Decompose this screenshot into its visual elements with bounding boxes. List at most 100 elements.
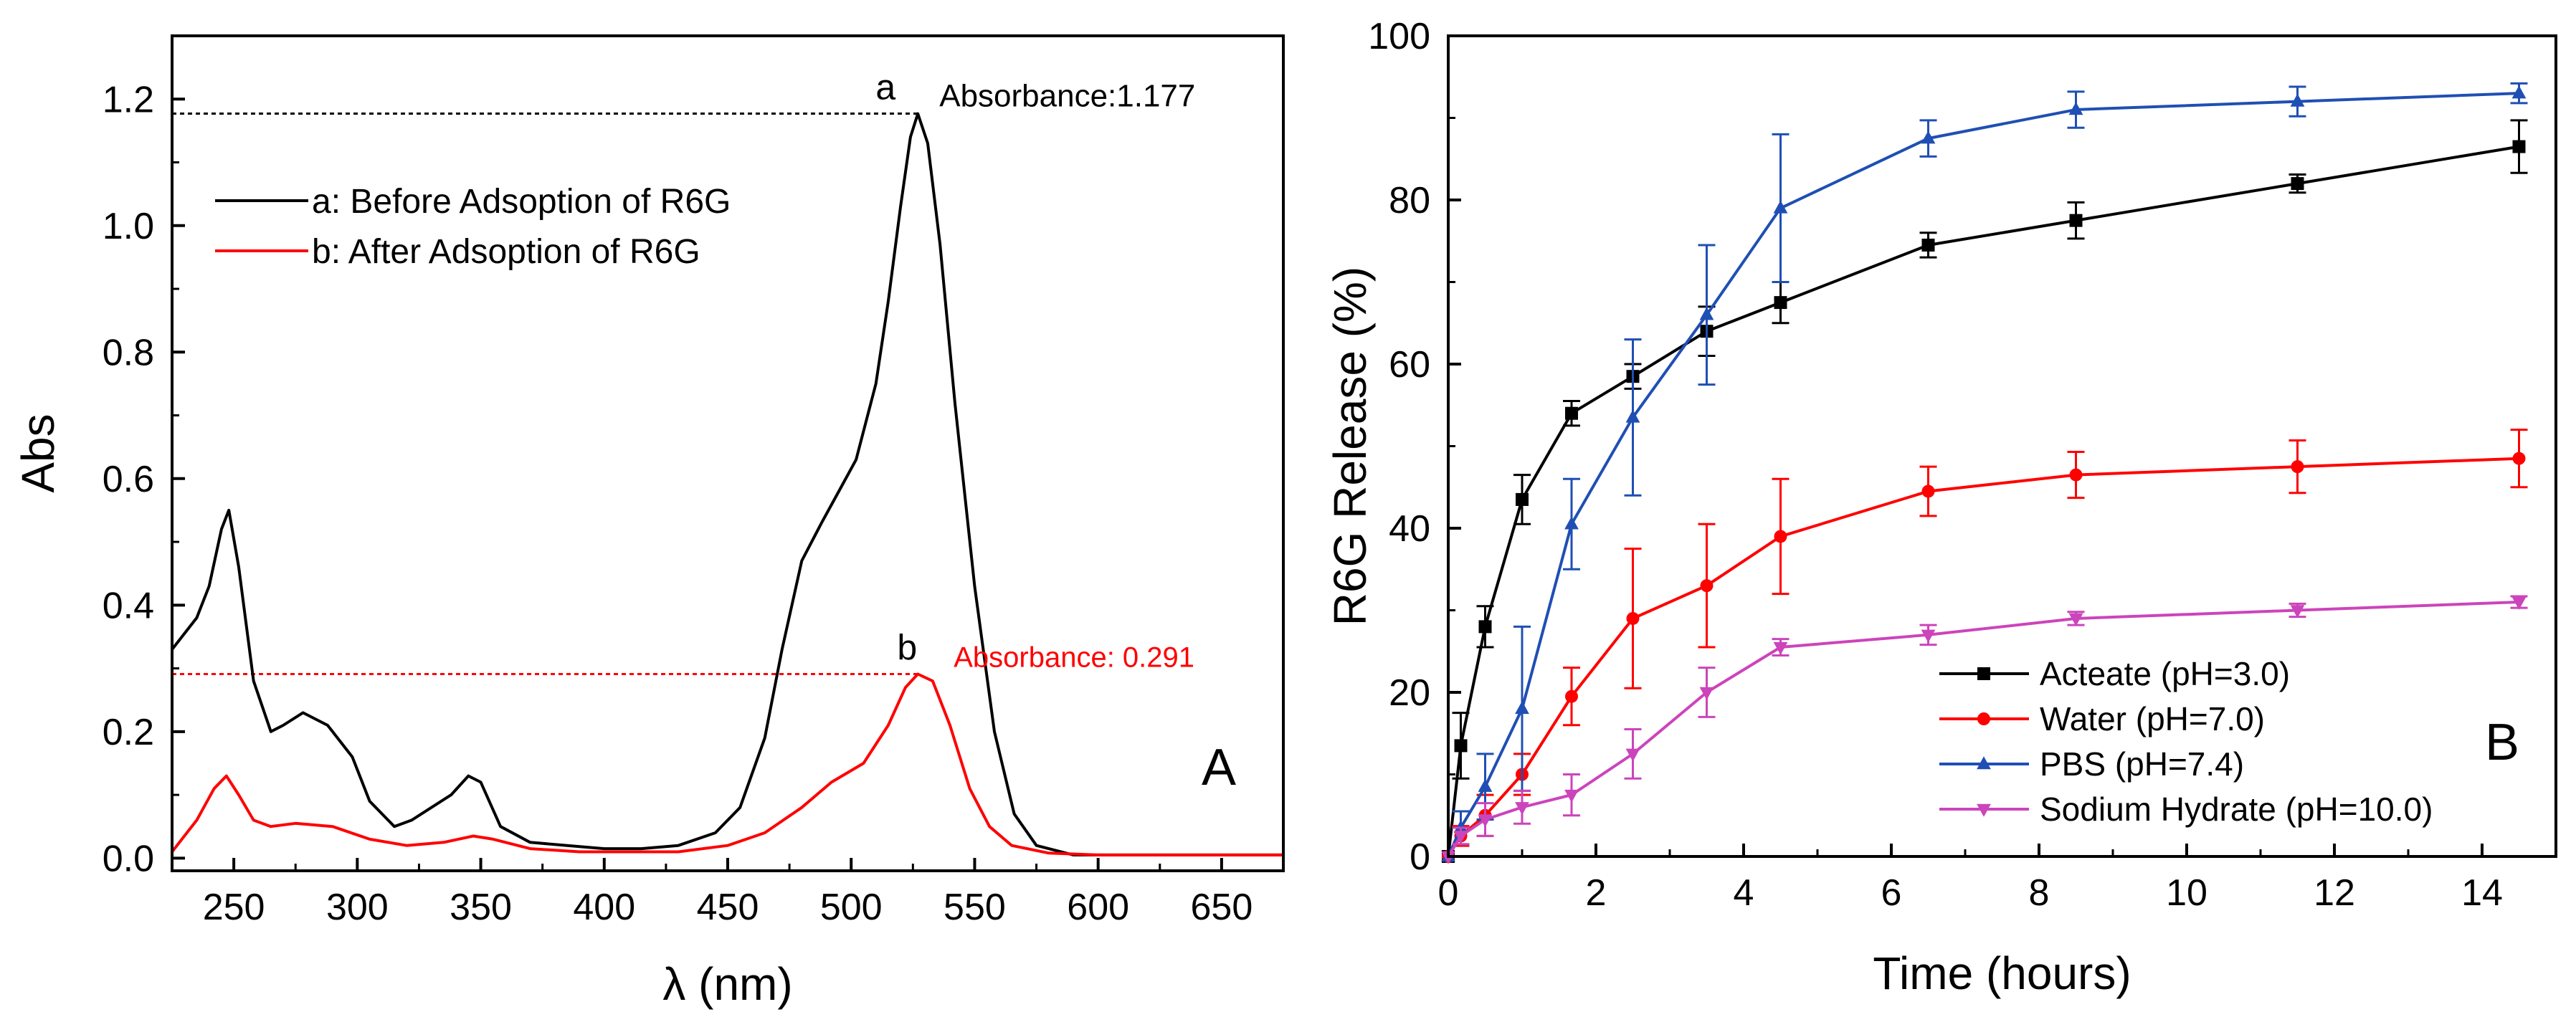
panel-b-x-axis-label: Time (hours) — [1873, 947, 2131, 999]
y-tick-label: 0.8 — [103, 332, 154, 373]
absorbance-annotation-b: Absorbance: 0.291 — [954, 642, 1194, 674]
data-point — [2290, 93, 2305, 107]
panel-b-axes: 0 2 4 6 8 10 12 14 0 20 40 60 80 100 — [1368, 16, 2557, 914]
x-tick-label: 10 — [2166, 872, 2207, 914]
data-point — [2511, 85, 2527, 99]
x-tick-label: 12 — [2314, 872, 2355, 914]
legend-marker — [1977, 756, 1991, 770]
series-line-before — [171, 112, 1283, 856]
y-tick-label: 20 — [1389, 672, 1430, 714]
data-point — [1453, 820, 1468, 834]
data-point — [2069, 214, 2083, 227]
series-line — [1447, 92, 2519, 857]
data-point — [1516, 492, 1529, 506]
y-tick-label: 1.0 — [103, 206, 154, 247]
data-point — [1699, 307, 1714, 320]
panel-a-plot-frame — [171, 34, 1285, 872]
x-tick-label: 250 — [203, 887, 265, 928]
y-tick-label: 100 — [1368, 16, 1430, 57]
data-point — [1774, 296, 1787, 310]
absorbance-annotation-a: Absorbance:1.177 — [939, 79, 1195, 114]
panel-b-series-group — [1441, 82, 2528, 864]
legend-label: a: Before Adsoption of R6G — [312, 183, 731, 221]
data-point — [1626, 611, 1640, 625]
data-point — [1454, 739, 1468, 753]
panel-b-letter: B — [2485, 714, 2519, 771]
panel-a-y-axis-label: Abs — [12, 414, 64, 492]
data-point — [1921, 130, 1936, 144]
legend-marker — [1977, 667, 1990, 680]
x-tick-label: 0 — [1438, 872, 1459, 914]
series-line — [1447, 145, 2519, 857]
peak-label-a: a — [875, 67, 895, 108]
data-point — [1625, 409, 1640, 423]
legend-marker — [1977, 803, 1991, 817]
data-point — [1478, 778, 1493, 792]
data-point — [2291, 177, 2304, 191]
x-tick-label: 8 — [2029, 872, 2050, 914]
data-point — [2512, 452, 2526, 465]
panel-a-legend: a: Before Adsoption of R6G b: After Adsop… — [215, 183, 731, 271]
x-tick-label: 500 — [820, 887, 883, 928]
series-0 — [1442, 119, 2528, 863]
y-tick-label: 0.4 — [103, 585, 154, 626]
data-point — [1453, 831, 1468, 844]
data-point — [2069, 468, 2083, 482]
x-tick-label: 6 — [1881, 872, 1902, 914]
data-point — [1773, 641, 1788, 655]
panel-a-annotations: a Absorbance:1.177 b Absorbance: 0.291 — [875, 67, 1195, 674]
panel-a-reference-lines — [172, 113, 918, 676]
series-line-after — [171, 672, 1283, 856]
data-point — [1564, 516, 1579, 530]
peak-label-b: b — [897, 628, 917, 668]
x-tick-label: 600 — [1067, 887, 1129, 928]
y-tick-label: 1.2 — [103, 79, 154, 120]
panel-a-absorbance-spectra: 250 300 350 400 450 500 550 600 650 0.0 0.2 0.4 0.6 0… — [12, 34, 1285, 1010]
panel-a-series-group — [171, 112, 1283, 856]
x-tick-label: 14 — [2461, 872, 2503, 914]
panel-a-x-axis-label: λ (nm) — [662, 958, 792, 1010]
legend-label: Water (pH=7.0) — [2040, 700, 2265, 737]
data-point — [1921, 238, 1935, 252]
data-point — [1478, 620, 1492, 634]
x-tick-label: 4 — [1734, 872, 1754, 914]
data-point — [1565, 406, 1579, 420]
panel-b-plot-frame — [1447, 34, 2557, 858]
data-point — [1774, 530, 1787, 543]
y-tick-label: 0.6 — [103, 459, 154, 500]
data-point — [2291, 460, 2304, 474]
data-point — [1564, 789, 1579, 803]
legend-label: Sodium Hydrate (pH=10.0) — [2040, 791, 2433, 828]
data-point — [1515, 701, 1529, 715]
series-line — [1447, 601, 2519, 858]
x-tick-label: 350 — [450, 887, 512, 928]
data-point — [1699, 687, 1714, 700]
y-tick-label: 60 — [1389, 344, 1430, 386]
series-3 — [1441, 595, 2528, 864]
y-tick-label: 40 — [1389, 508, 1430, 550]
y-tick-label: 0.0 — [103, 838, 154, 879]
data-point — [2512, 140, 2526, 153]
legend-marker — [1977, 712, 1990, 725]
data-point — [2511, 596, 2527, 610]
data-point — [2290, 605, 2305, 619]
x-tick-label: 2 — [1586, 872, 1607, 914]
data-point — [1773, 200, 1788, 214]
panel-b-y-axis-label: R6G Release (%) — [1324, 267, 1376, 626]
x-tick-label: 300 — [326, 887, 389, 928]
y-tick-label: 0 — [1410, 836, 1430, 878]
data-point — [1565, 689, 1579, 703]
legend-label: Acteate (pH=3.0) — [2040, 655, 2290, 692]
legend-label: PBS (pH=7.4) — [2040, 745, 2244, 783]
x-tick-label: 400 — [573, 887, 635, 928]
y-tick-label: 0.2 — [103, 712, 154, 753]
data-point — [1515, 802, 1529, 816]
data-point — [2068, 102, 2083, 115]
data-point — [1700, 579, 1714, 593]
panel-b-release-profile: 0 2 4 6 8 10 12 14 0 20 40 60 80 100 Acteate (pH=3.0)… — [1324, 16, 2557, 999]
y-tick-label: 80 — [1389, 180, 1430, 221]
x-tick-label: 650 — [1191, 887, 1253, 928]
panel-a-letter: A — [1202, 739, 1236, 796]
data-point — [1921, 629, 1936, 643]
